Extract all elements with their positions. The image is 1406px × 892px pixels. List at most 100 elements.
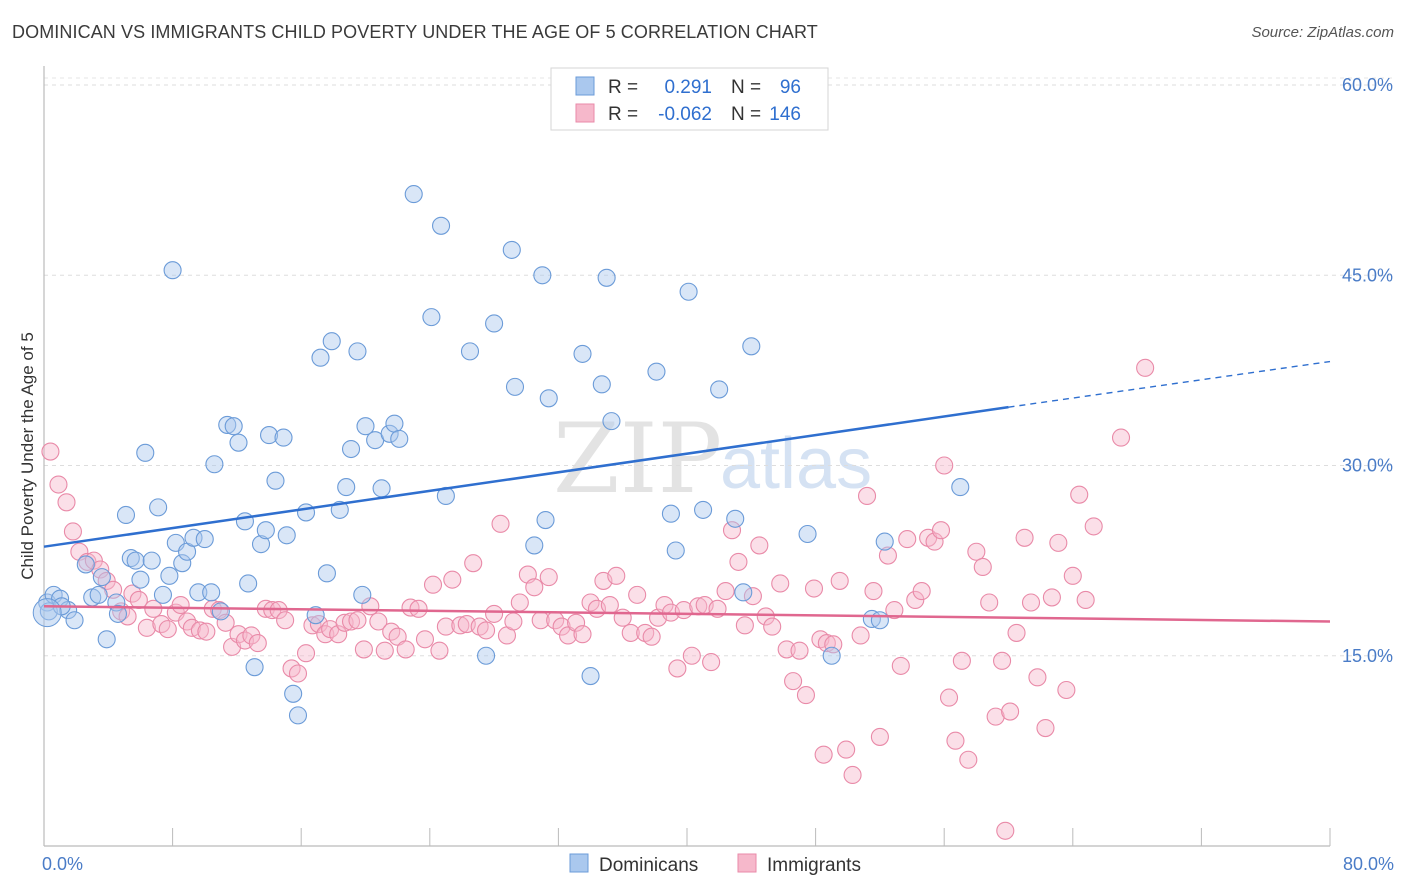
data-point bbox=[1036, 718, 1055, 738]
data-point bbox=[843, 765, 862, 785]
data-point bbox=[274, 428, 293, 447]
data-point bbox=[296, 644, 316, 663]
data-point bbox=[303, 616, 322, 635]
data-point bbox=[607, 566, 626, 585]
data-point bbox=[621, 623, 640, 642]
data-point bbox=[986, 707, 1005, 726]
data-point bbox=[925, 532, 944, 551]
data-point bbox=[348, 342, 367, 361]
bottom-legend-dominicans: Dominicans bbox=[599, 855, 698, 876]
bottom-legend-swatch-dominicans bbox=[569, 853, 589, 873]
data-point bbox=[131, 570, 150, 589]
data-point bbox=[592, 375, 611, 394]
data-point bbox=[682, 646, 701, 665]
legend-n-label-1: N = bbox=[731, 77, 761, 98]
data-point bbox=[149, 498, 168, 517]
data-point bbox=[1001, 702, 1020, 721]
data-point bbox=[536, 510, 555, 530]
data-point bbox=[702, 653, 721, 672]
data-point bbox=[1136, 358, 1155, 377]
data-point bbox=[396, 640, 415, 659]
data-point bbox=[306, 606, 325, 625]
y-tick-label: 30.0% bbox=[1342, 456, 1393, 476]
data-point bbox=[790, 641, 809, 660]
data-point bbox=[857, 486, 877, 506]
data-point bbox=[837, 740, 856, 759]
data-point bbox=[356, 417, 375, 436]
data-point bbox=[41, 442, 60, 461]
data-point bbox=[153, 585, 173, 604]
data-point bbox=[870, 727, 889, 746]
data-point bbox=[385, 414, 404, 433]
data-point bbox=[796, 686, 816, 705]
legend-r-value-2: -0.062 bbox=[658, 104, 712, 125]
data-point bbox=[317, 564, 336, 583]
data-point bbox=[171, 595, 190, 615]
y-axis-title: Child Poverty Under the Age of 5 bbox=[18, 332, 37, 580]
trend-line-dominicans bbox=[43, 405, 1009, 548]
data-point bbox=[422, 308, 441, 327]
data-point bbox=[597, 268, 616, 287]
data-point bbox=[108, 604, 127, 623]
data-point bbox=[390, 429, 409, 448]
trend-line-immigrants bbox=[43, 605, 1331, 623]
bottom-legend-immigrants: Immigrants bbox=[767, 855, 861, 876]
data-point bbox=[726, 509, 745, 528]
data-point bbox=[451, 616, 470, 635]
data-point bbox=[539, 568, 558, 587]
data-point bbox=[996, 821, 1015, 840]
data-point bbox=[65, 611, 84, 630]
data-point bbox=[49, 475, 68, 494]
data-point bbox=[491, 514, 510, 533]
data-point bbox=[477, 646, 496, 665]
data-point bbox=[388, 627, 407, 646]
data-point bbox=[552, 617, 571, 636]
watermark-zip: ZIP bbox=[553, 403, 722, 515]
data-point bbox=[1028, 668, 1047, 687]
data-point bbox=[510, 593, 529, 612]
data-point bbox=[771, 574, 790, 593]
data-point bbox=[477, 621, 496, 640]
data-point bbox=[266, 471, 285, 490]
data-point bbox=[742, 337, 761, 356]
data-point bbox=[756, 607, 775, 626]
data-point bbox=[284, 684, 303, 703]
data-point bbox=[694, 500, 713, 519]
data-point bbox=[1042, 588, 1061, 607]
data-point bbox=[91, 560, 110, 579]
data-point bbox=[581, 666, 600, 686]
data-point bbox=[288, 664, 308, 683]
data-point bbox=[259, 426, 279, 445]
data-point bbox=[642, 627, 661, 646]
series-legend: Dominicans Immigrants bbox=[569, 853, 861, 876]
data-point bbox=[239, 574, 258, 593]
data-point bbox=[248, 634, 267, 653]
data-point bbox=[1111, 428, 1131, 447]
data-point bbox=[1015, 528, 1034, 547]
trend-line-dominicans-extension bbox=[1008, 360, 1331, 408]
data-point bbox=[533, 266, 552, 285]
data-point bbox=[814, 745, 833, 764]
data-point bbox=[935, 456, 954, 475]
data-point bbox=[229, 433, 248, 452]
data-point bbox=[502, 240, 521, 259]
data-point bbox=[875, 532, 894, 551]
data-point bbox=[952, 651, 971, 670]
data-point bbox=[939, 688, 959, 707]
trend-lines bbox=[43, 360, 1331, 623]
data-point bbox=[296, 503, 316, 522]
data-point bbox=[558, 626, 578, 645]
data-point bbox=[1057, 680, 1076, 700]
data-point bbox=[668, 659, 687, 678]
legend-r-value-1: 0.291 bbox=[664, 77, 712, 98]
data-point bbox=[750, 536, 769, 555]
data-point bbox=[423, 575, 443, 594]
data-point bbox=[322, 332, 341, 351]
data-point bbox=[189, 583, 208, 602]
data-point bbox=[76, 555, 95, 574]
data-point bbox=[205, 455, 224, 474]
data-point bbox=[380, 424, 399, 443]
data-point bbox=[1049, 533, 1068, 552]
data-point bbox=[980, 593, 999, 612]
legend-swatch-immigrants bbox=[575, 103, 595, 123]
